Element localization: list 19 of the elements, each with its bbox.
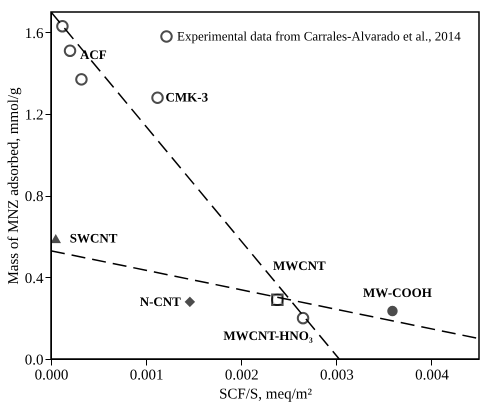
x-tick-label: 0.001 <box>130 368 164 384</box>
annotation: N-CNT <box>140 294 182 309</box>
annotation: SWCNT <box>70 230 118 246</box>
x-tick-label: 0.000 <box>34 368 68 384</box>
y-tick-label: 0.8 <box>24 189 44 206</box>
x-axis-title: SCF/S, meq/m² <box>219 386 312 402</box>
y-tick-label: 1.2 <box>24 108 44 124</box>
annotation: CMK-3 <box>166 90 209 105</box>
y-tick-label: 0.0 <box>24 352 44 368</box>
x-tick-label: 0.004 <box>415 368 450 384</box>
x-tick-label: 0.002 <box>224 368 259 384</box>
y-tick-label: 0.4 <box>24 270 44 287</box>
annotation: MWCNT <box>273 258 326 273</box>
x-tick-label: 0.003 <box>320 368 354 384</box>
annotation: MW-COOH <box>363 285 432 300</box>
annotation: MWCNT-HNO₃ <box>223 328 313 344</box>
legend-label: Experimental data from Carrales-Alvarado et al., 2014 <box>177 28 462 44</box>
y-tick-label: 1.6 <box>24 26 44 42</box>
y-axis-title: Mass of MNZ adsorbed, mmol/g <box>6 86 22 285</box>
